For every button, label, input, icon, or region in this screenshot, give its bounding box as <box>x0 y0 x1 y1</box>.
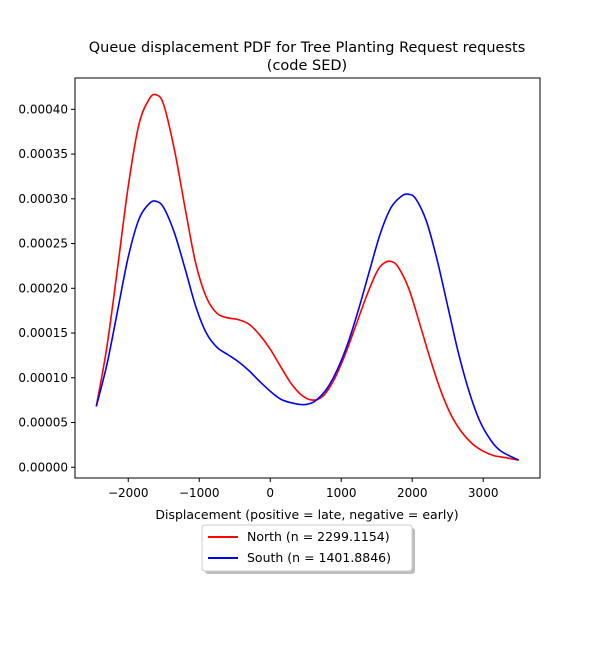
x-tick-label: 2000 <box>397 486 428 500</box>
legend: North (n = 2299.1154) South (n = 1401.88… <box>201 524 415 574</box>
y-tick-label: 0.00030 <box>18 192 68 206</box>
legend-label-north: North (n = 2299.1154) <box>247 529 390 544</box>
plot-area: 0.00000 0.00005 0.00010 0.00015 0.00020 0.000… <box>18 77 541 500</box>
x-tick-label: −2000 <box>108 486 149 500</box>
y-tick-label: 0.00010 <box>18 371 68 385</box>
x-tick-label: 1000 <box>326 486 357 500</box>
legend-box <box>201 524 413 572</box>
y-tick-label: 0.00015 <box>18 326 68 340</box>
y-tick-label: 0.00005 <box>18 416 68 430</box>
chart-title-line1: Queue displacement PDF for Tree Planting… <box>89 40 526 56</box>
x-tick-label: 3000 <box>468 486 499 500</box>
x-axis: −2000 −1000 0 1000 2000 3000 <box>108 478 499 500</box>
y-tick-label: 0.00025 <box>18 237 68 251</box>
x-tick-label: −1000 <box>179 486 220 500</box>
y-tick-label: 0.00040 <box>18 102 68 116</box>
y-tick-label: 0.00035 <box>18 147 68 161</box>
chart-title-line2: (code SED) <box>267 58 347 74</box>
x-axis-label: Displacement (positive = late, negative … <box>155 507 458 522</box>
x-tick-label: 0 <box>266 486 274 500</box>
plot-frame <box>74 77 541 479</box>
legend-label-south: South (n = 1401.8846) <box>247 550 391 565</box>
series-lines <box>95 93 520 461</box>
south-density-line <box>95 193 520 461</box>
north-density-line <box>95 93 519 461</box>
y-tick-label: 0.00020 <box>18 281 68 295</box>
y-axis: 0.00000 0.00005 0.00010 0.00015 0.00020 0.000… <box>18 102 75 474</box>
y-tick-label: 0.00000 <box>18 460 68 474</box>
